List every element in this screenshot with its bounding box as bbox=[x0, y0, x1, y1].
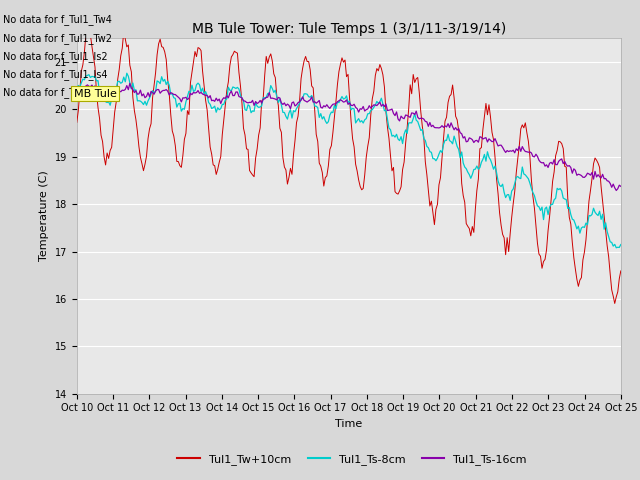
Tul1_Ts-8cm bbox=[264, 91, 271, 96]
Text: No data for f_Tul1_ls2: No data for f_Tul1_ls2 bbox=[3, 51, 108, 62]
Line: Tul1_Ts-16cm: Tul1_Ts-16cm bbox=[77, 84, 621, 191]
Line: Tul1_Ts-8cm: Tul1_Ts-8cm bbox=[77, 73, 621, 248]
Tul1_Ts-16cm bbox=[588, 169, 596, 175]
Tul1_Tw+10cm bbox=[264, 60, 271, 66]
Text: No data for f_Tul1_ls4: No data for f_Tul1_ls4 bbox=[3, 69, 108, 80]
Tul1_Tw+10cm bbox=[617, 268, 625, 274]
Tul1_Tw+10cm bbox=[588, 176, 596, 181]
Text: No data for f_Tul1_Tw4: No data for f_Tul1_Tw4 bbox=[3, 14, 112, 25]
Tul1_Ts-16cm bbox=[126, 81, 134, 86]
Tul1_Ts-16cm bbox=[237, 94, 244, 100]
Y-axis label: Temperature (C): Temperature (C) bbox=[39, 170, 49, 262]
Tul1_Tw+10cm bbox=[255, 132, 262, 138]
Text: No data for f_Tul1_ls32: No data for f_Tul1_ls32 bbox=[3, 87, 114, 98]
Tul1_Tw+10cm bbox=[73, 120, 81, 125]
Line: Tul1_Tw+10cm: Tul1_Tw+10cm bbox=[77, 31, 621, 303]
Tul1_Tw+10cm bbox=[611, 300, 619, 306]
Tul1_Tw+10cm bbox=[141, 161, 149, 167]
X-axis label: Time: Time bbox=[335, 419, 362, 429]
Tul1_Ts-16cm bbox=[73, 87, 81, 93]
Tul1_Ts-8cm bbox=[123, 71, 131, 76]
Tul1_Tw+10cm bbox=[237, 83, 244, 89]
Legend: Tul1_Tw+10cm, Tul1_Ts-8cm, Tul1_Ts-16cm: Tul1_Tw+10cm, Tul1_Ts-8cm, Tul1_Ts-16cm bbox=[173, 450, 531, 469]
Tul1_Tw+10cm bbox=[120, 28, 127, 34]
Text: MB Tule: MB Tule bbox=[74, 89, 116, 98]
Tul1_Ts-16cm bbox=[255, 100, 262, 106]
Title: MB Tule Tower: Tule Temps 1 (3/1/11-3/19/14): MB Tule Tower: Tule Temps 1 (3/1/11-3/19… bbox=[191, 22, 506, 36]
Tul1_Ts-8cm bbox=[255, 105, 262, 110]
Tul1_Tw+10cm bbox=[312, 132, 320, 137]
Tul1_Ts-8cm bbox=[237, 92, 244, 98]
Tul1_Ts-16cm bbox=[612, 188, 620, 193]
Tul1_Ts-8cm bbox=[588, 212, 596, 217]
Tul1_Ts-8cm bbox=[612, 245, 620, 251]
Tul1_Ts-16cm bbox=[312, 100, 320, 106]
Text: No data for f_Tul1_Tw2: No data for f_Tul1_Tw2 bbox=[3, 33, 112, 44]
Tul1_Ts-16cm bbox=[141, 95, 149, 101]
Tul1_Ts-16cm bbox=[617, 183, 625, 189]
Tul1_Ts-16cm bbox=[264, 94, 271, 100]
Tul1_Ts-8cm bbox=[617, 241, 625, 247]
Tul1_Ts-8cm bbox=[141, 98, 149, 104]
Tul1_Ts-8cm bbox=[73, 88, 81, 94]
Tul1_Ts-8cm bbox=[312, 103, 320, 109]
